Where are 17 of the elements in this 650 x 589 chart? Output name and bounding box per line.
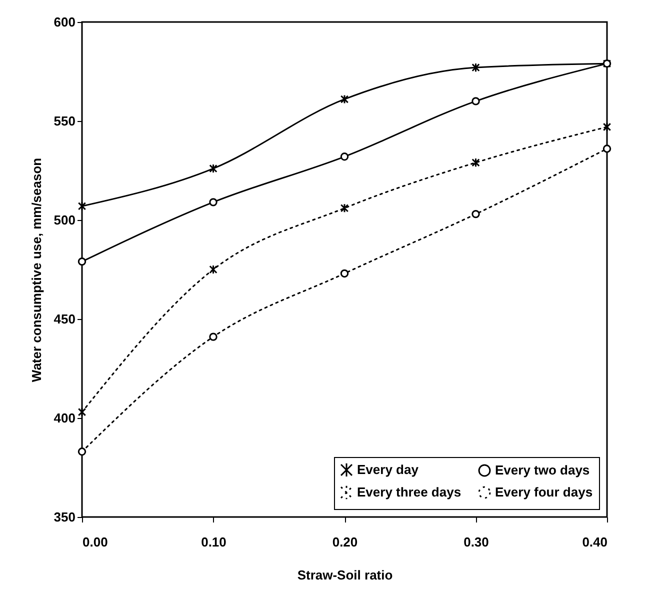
legend-label: Every four days xyxy=(495,484,593,500)
y-tick-label: 350 xyxy=(54,510,76,524)
x-axis-title: Straw-Soil ratio xyxy=(297,568,393,582)
y-tick-label: 450 xyxy=(54,312,76,326)
y-tick-label: 600 xyxy=(54,14,76,30)
x-tick-label: 0.00 xyxy=(82,534,108,550)
x-tick-label: 0.30 xyxy=(464,534,489,550)
y-tick-label: 500 xyxy=(54,212,76,228)
legend-label: Every day xyxy=(357,462,420,477)
y-tick-label: 550 xyxy=(54,114,76,128)
legend-label: Every three days xyxy=(357,484,462,500)
legend-label: Every two days xyxy=(495,462,590,478)
y-tick-label: 400 xyxy=(54,410,76,426)
x-tick-label: 0.40 xyxy=(582,534,608,550)
y-axis-title: Water consumptive use, mm/season xyxy=(28,158,44,382)
x-tick-label: 0.20 xyxy=(332,534,358,550)
x-tick-label: 0.10 xyxy=(201,534,226,550)
